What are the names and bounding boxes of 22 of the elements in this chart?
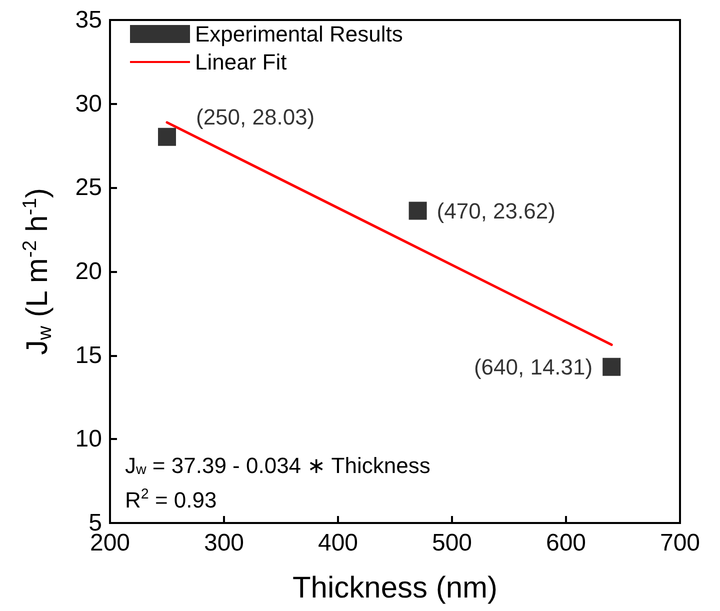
x-tick-label: 400 bbox=[318, 530, 358, 556]
x-tick-label: 300 bbox=[204, 530, 244, 556]
y-tick-label: 35 bbox=[75, 6, 102, 34]
data-label: (640, 14.31) bbox=[474, 354, 593, 380]
annotation: Jw = 37.39 - 0.034 ∗ Thickness bbox=[125, 453, 430, 478]
x-axis-title: Thickness (nm) bbox=[292, 572, 498, 604]
point bbox=[408, 202, 427, 220]
legend-label: Experimental Results bbox=[195, 22, 403, 46]
point bbox=[602, 358, 621, 376]
y-tick-label: 30 bbox=[75, 90, 102, 118]
x-tick-label: 600 bbox=[546, 530, 586, 556]
x-tick-label: 500 bbox=[432, 530, 472, 556]
y-tick-label: 20 bbox=[75, 258, 102, 285]
data-label: (470, 23.62) bbox=[436, 198, 556, 224]
y-tick-label: 15 bbox=[75, 342, 102, 369]
y-tick-label: 10 bbox=[75, 426, 102, 453]
data-label: (250, 28.03) bbox=[196, 104, 315, 130]
y-tick-label: 25 bbox=[75, 174, 102, 202]
x-tick-label: 700 bbox=[660, 530, 700, 556]
legend-label: Linear Fit bbox=[195, 50, 287, 74]
y-axis-title: Jw (L m-2 h-1) bbox=[19, 188, 56, 356]
point bbox=[158, 128, 176, 146]
